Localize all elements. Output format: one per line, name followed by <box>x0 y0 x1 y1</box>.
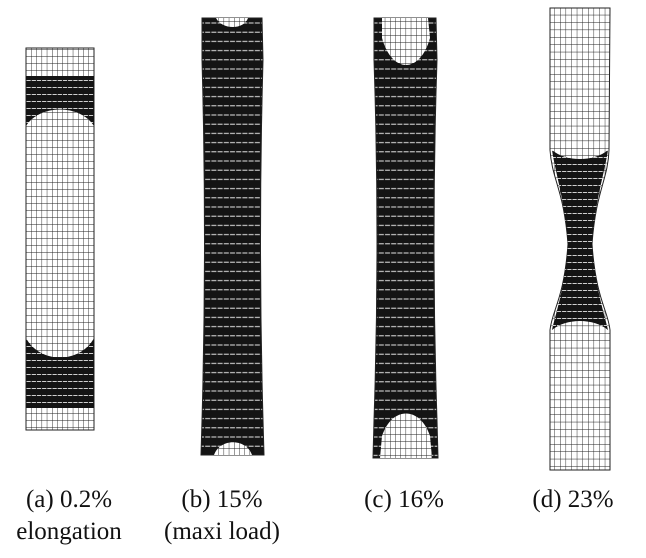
elastic-cap-bottom-c <box>380 413 432 458</box>
caption-b: (b) 15% (maxi load) <box>138 484 306 548</box>
specimen-a <box>25 47 95 431</box>
caption-b-line1: (b) 15% <box>181 486 263 513</box>
specimen-b <box>200 17 265 456</box>
caption-d-line1: (d) 23% <box>532 486 614 513</box>
caption-b-line2: (maxi load) <box>164 518 280 545</box>
elastic-cap-bottom-b <box>214 442 252 455</box>
neck-plastic-zone-d <box>552 150 608 330</box>
elastic-cap-top-c <box>382 18 430 65</box>
plastic-zone-top-a <box>26 76 94 126</box>
caption-c-line1: (c) 16% <box>364 486 444 513</box>
caption-a: (a) 0.2% elongation <box>0 484 138 548</box>
caption-c: (c) 16% <box>336 484 472 516</box>
caption-d: (d) 23% <box>500 484 646 516</box>
caption-a-line1: (a) 0.2% <box>25 486 113 513</box>
specimen-c <box>372 17 439 459</box>
plastic-zone-bottom-a <box>26 338 94 408</box>
elastic-cap-top-b <box>216 18 248 27</box>
specimen-d <box>549 7 611 471</box>
caption-a-line2: elongation <box>16 518 122 545</box>
